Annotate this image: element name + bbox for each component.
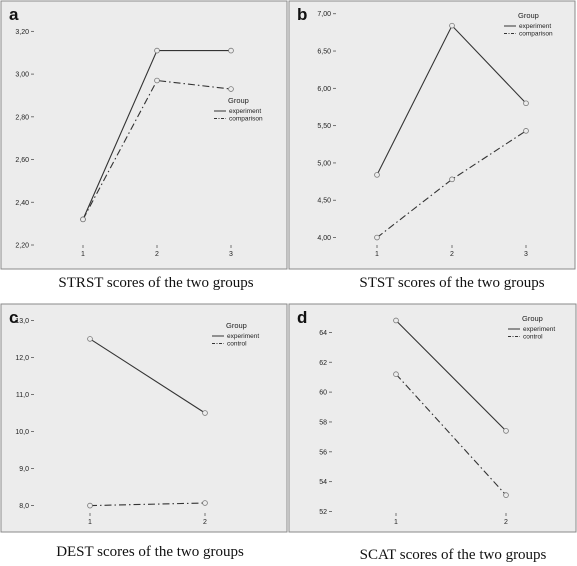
data-point-experiment — [449, 22, 455, 29]
series-line-comparison — [82, 79, 232, 220]
legend-title: Group — [518, 11, 539, 20]
y-tick-label: 2,60 — [15, 157, 29, 164]
chart-b-svg: b 4,00 4,50 5,00 5,50 6,00 6,50 7,00 1 2 3 Group exp… — [288, 0, 576, 270]
y-tick-label: 2,80 — [15, 114, 29, 121]
x-tick-label: 2 — [450, 251, 454, 258]
y-tick-label: 13,0 — [15, 318, 29, 325]
y-tick-label: 9,0 — [19, 466, 29, 473]
data-point-control — [503, 492, 509, 498]
y-tick-label: 5,00 — [317, 160, 331, 167]
chart-a-svg: a 2,20 2,40 2,60 2,80 3,00 3,20 1 2 3 Group experim… — [0, 0, 288, 270]
legend-entry-experiment: experiment — [519, 23, 551, 30]
plot-background — [0, 0, 288, 270]
legend-title: Group — [228, 96, 249, 105]
series-line-comparison — [376, 130, 527, 238]
y-tick-label: 3,00 — [15, 72, 29, 79]
y-tick-label: 5,50 — [317, 123, 331, 130]
chart-panel-b: b 4,00 4,50 5,00 5,50 6,00 6,50 7,00 1 2 3 Group exp… — [288, 0, 577, 300]
y-tick-label: 64 — [319, 330, 327, 337]
panel-letter: d — [297, 308, 307, 327]
data-point-experiment — [228, 47, 234, 54]
chart-panel-c: c 8,0 9,0 10,0 11,0 12,0 13,0 1 2 Group experiment… — [0, 303, 288, 566]
legend-entry-experiment: experiment — [227, 333, 259, 340]
legend-entry-comparison: comparison — [229, 116, 263, 123]
chart-c-svg: c 8,0 9,0 10,0 11,0 12,0 13,0 1 2 Group experiment… — [0, 303, 288, 533]
y-tick-label: 52 — [319, 509, 327, 516]
plot-background — [288, 0, 576, 270]
data-point-experiment — [393, 317, 399, 324]
data-point-experiment — [202, 410, 208, 416]
series-line-control — [89, 502, 206, 507]
y-tick-label: 12,0 — [15, 355, 29, 362]
y-tick-label: 11,0 — [16, 392, 29, 399]
legend-entry-experiment: experiment — [523, 326, 555, 333]
x-tick-label: 1 — [81, 251, 85, 258]
series-line-control — [395, 373, 507, 496]
y-tick-label: 10,0 — [15, 429, 29, 436]
data-point-control — [393, 371, 399, 377]
panel-letter: b — [297, 5, 307, 24]
series-line-experiment — [89, 338, 206, 414]
data-point-comparison — [228, 86, 234, 92]
legend-entry-comparison: comparison — [519, 31, 553, 38]
series-line-experiment — [395, 320, 507, 432]
y-tick-label: 8,0 — [19, 503, 29, 510]
y-tick-label: 3,20 — [15, 29, 29, 36]
x-tick-label: 2 — [203, 519, 207, 526]
chart-panel-a: a 2,20 2,40 2,60 2,80 3,00 3,20 1 2 3 Group experim… — [0, 0, 288, 300]
data-point-experiment — [87, 336, 93, 342]
plot-background — [288, 303, 577, 533]
y-tick-label: 62 — [319, 360, 327, 367]
plot-background — [0, 303, 288, 533]
data-point-comparison — [523, 128, 529, 134]
y-tick-label: 60 — [319, 390, 327, 397]
x-tick-label: 3 — [524, 251, 528, 258]
data-point-control — [87, 502, 93, 509]
x-tick-label: 2 — [155, 251, 159, 258]
data-point-comparison — [374, 234, 380, 241]
x-tick-label: 1 — [88, 519, 92, 526]
y-tick-label: 54 — [319, 479, 327, 486]
x-tick-label: 1 — [394, 519, 398, 526]
y-tick-label: 2,40 — [15, 200, 29, 207]
x-tick-label: 3 — [229, 251, 233, 258]
y-tick-label: 2,20 — [15, 243, 29, 250]
legend-entry-control: control — [227, 341, 247, 348]
panel-letter: c — [9, 308, 18, 327]
panel-letter: a — [9, 5, 19, 24]
chart-a-caption: STRST scores of the two groups — [58, 275, 254, 291]
legend-entry-control: control — [523, 334, 543, 341]
data-point-comparison — [80, 216, 86, 223]
x-tick-label: 2 — [504, 519, 508, 526]
data-point-experiment — [503, 428, 509, 434]
chart-c-caption: DEST scores of the two groups — [56, 544, 244, 560]
legend-title: Group — [522, 314, 543, 323]
chart-panel-d: d 52 54 56 58 60 62 64 1 2 Group experiment control … — [288, 303, 577, 566]
y-tick-label: 56 — [319, 449, 327, 456]
legend-title: Group — [226, 321, 247, 330]
y-tick-label: 4,50 — [317, 198, 331, 205]
data-point-experiment — [523, 100, 529, 107]
chart-d-caption: SCAT scores of the two groups — [359, 547, 547, 563]
data-point-experiment — [154, 47, 160, 54]
chart-b-caption: STST scores of the two groups — [359, 275, 545, 291]
x-tick-label: 1 — [375, 251, 379, 258]
data-point-experiment — [374, 172, 380, 178]
y-tick-label: 7,00 — [317, 11, 331, 18]
legend-entry-experiment: experiment — [229, 108, 261, 115]
y-tick-label: 6,50 — [317, 49, 331, 56]
y-tick-label: 6,00 — [317, 86, 331, 93]
data-point-comparison — [154, 77, 160, 84]
y-tick-label: 4,00 — [317, 235, 331, 242]
data-point-comparison — [449, 176, 455, 183]
y-tick-label: 58 — [319, 419, 327, 426]
data-point-control — [202, 500, 208, 506]
